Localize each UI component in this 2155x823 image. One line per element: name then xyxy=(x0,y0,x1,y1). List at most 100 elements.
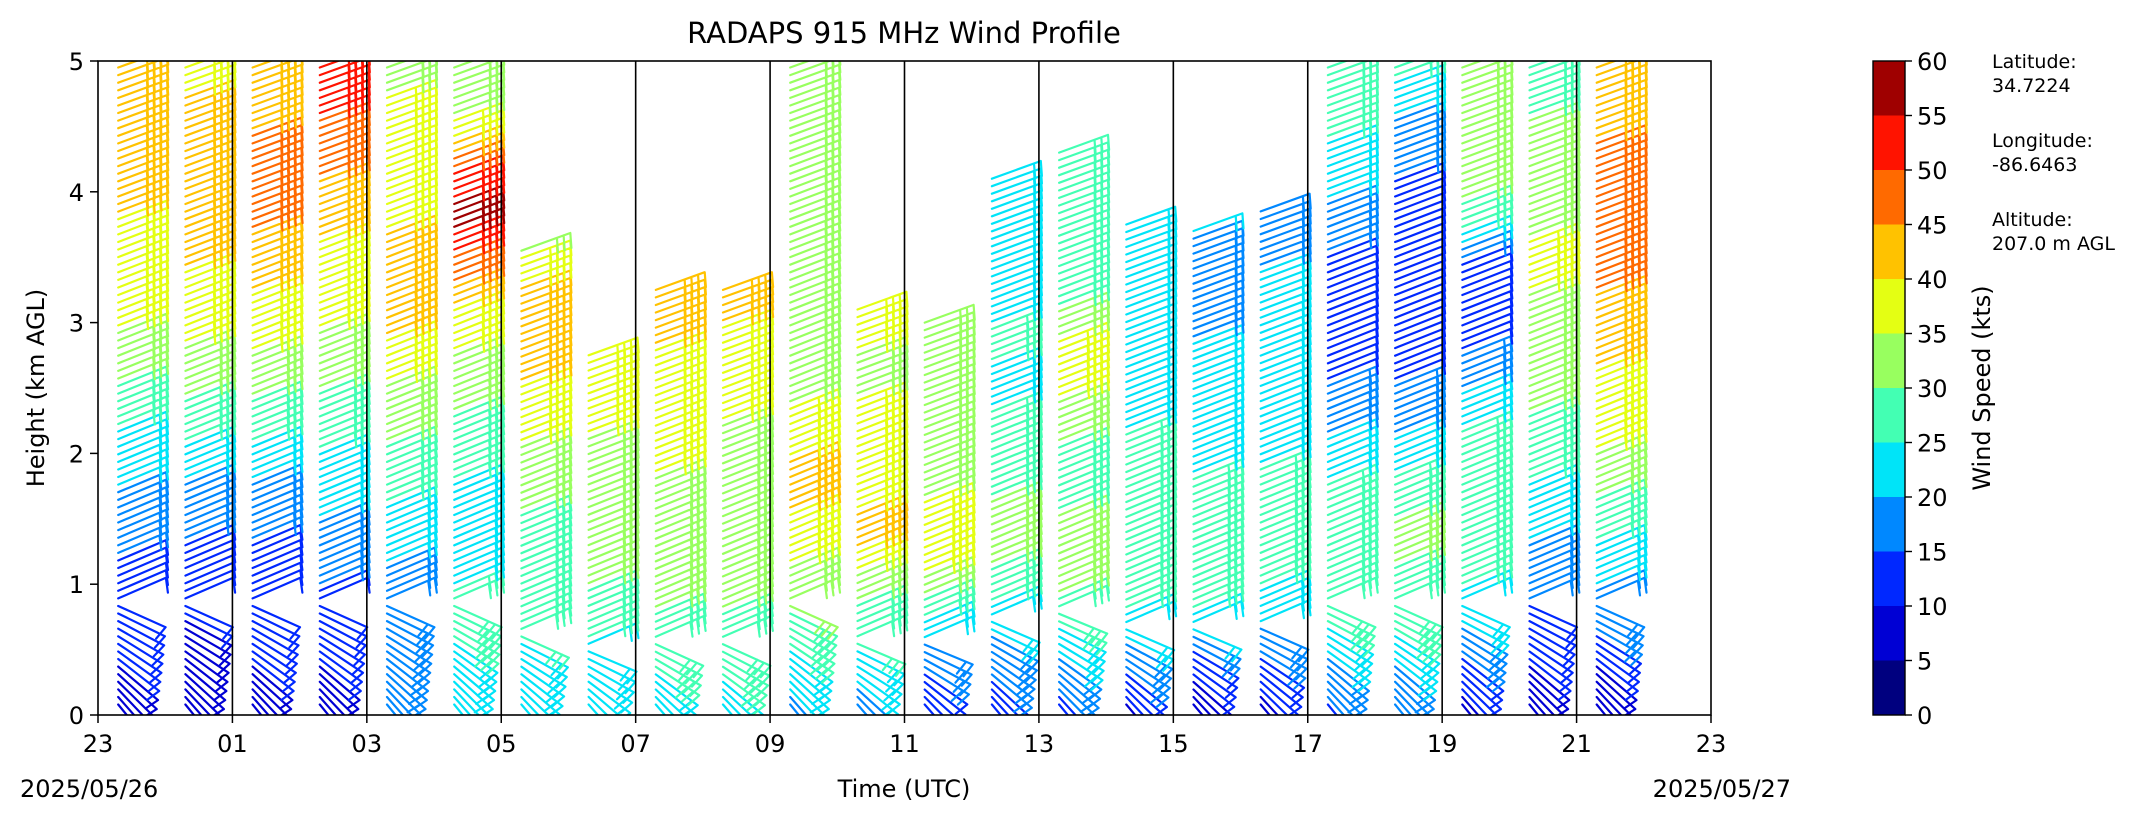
wind-barb xyxy=(1259,665,1304,708)
wind-barb xyxy=(117,612,166,649)
wind-barb xyxy=(1595,635,1642,675)
colorbar-tick-label: 45 xyxy=(1917,212,1948,240)
wind-barb xyxy=(654,695,675,715)
wind-profile xyxy=(856,290,909,715)
wind-barb xyxy=(789,703,801,715)
y-tick-label: 4 xyxy=(69,179,84,207)
wind-barb xyxy=(117,665,160,710)
wind-barb xyxy=(721,688,753,715)
colorbar-bin xyxy=(1873,115,1905,170)
wind-barb xyxy=(318,695,338,715)
wind-barb xyxy=(251,657,295,701)
wind-barb xyxy=(385,688,413,715)
date-end-label: 2025/05/27 xyxy=(1653,775,1791,803)
wind-barb xyxy=(1259,192,1312,213)
wind-barb xyxy=(1461,635,1508,675)
longitude-label: Longitude: xyxy=(1992,130,2093,152)
wind-barb xyxy=(318,673,360,715)
wind-barb xyxy=(251,620,300,658)
wind-profile xyxy=(453,61,506,715)
wind-barb xyxy=(721,658,770,697)
wind-barb xyxy=(923,658,972,697)
wind-barb xyxy=(1058,612,1109,647)
wind-barb xyxy=(1595,650,1640,693)
wind-barb xyxy=(923,303,976,326)
wind-barb xyxy=(1394,627,1442,667)
wind-barb xyxy=(1058,688,1086,715)
wind-barb xyxy=(318,703,330,715)
wind-barb xyxy=(1394,604,1444,640)
wind-barb xyxy=(789,695,808,715)
y-tick-label: 2 xyxy=(69,440,84,468)
wind-barb xyxy=(251,604,302,640)
wind-barb xyxy=(318,688,346,715)
wind-barb xyxy=(1326,620,1375,658)
wind-barb xyxy=(1528,627,1576,667)
colorbar-tick-label: 55 xyxy=(1917,103,1948,131)
wind-barb xyxy=(1528,612,1578,649)
wind-barb xyxy=(318,650,363,693)
wind-barb xyxy=(1461,665,1504,710)
colorbar-tick-label: 20 xyxy=(1917,484,1948,512)
x-tick-label: 21 xyxy=(1561,730,1592,758)
colorbar-tick-label: 0 xyxy=(1917,702,1932,730)
colorbar-tick-label: 15 xyxy=(1917,539,1948,567)
wind-profile xyxy=(1326,61,1379,715)
wind-barb xyxy=(1192,650,1240,690)
wind-barb xyxy=(453,612,502,649)
wind-barb xyxy=(990,635,1039,674)
x-tick-label: 09 xyxy=(755,730,786,758)
wind-barb xyxy=(117,604,167,640)
wind-barb xyxy=(1461,688,1489,715)
wind-barb xyxy=(1461,680,1498,715)
wind-barb xyxy=(1595,688,1623,715)
wind-barb xyxy=(856,688,888,715)
wind-barb xyxy=(1595,612,1645,649)
wind-barb xyxy=(117,627,165,667)
wind-barb xyxy=(856,607,909,630)
altitude-value: 207.0 m AGL xyxy=(1992,233,2115,255)
wind-barb xyxy=(1528,657,1572,701)
x-tick-label: 23 xyxy=(1696,730,1727,758)
wind-barb xyxy=(251,642,297,684)
wind-profile xyxy=(318,61,371,715)
colorbar-tick-label: 50 xyxy=(1917,157,1948,185)
y-tick-label: 0 xyxy=(69,702,84,730)
wind-profile xyxy=(990,159,1043,715)
chart-title: RADAPS 915 MHz Wind Profile xyxy=(687,16,1121,50)
wind-barb xyxy=(1326,612,1376,649)
wind-barb xyxy=(1125,635,1175,672)
wind-barb xyxy=(1125,650,1173,690)
wind-barb xyxy=(117,680,154,715)
wind-barb xyxy=(117,673,158,715)
wind-barb xyxy=(789,688,817,715)
wind-barb xyxy=(318,680,356,715)
wind-barb xyxy=(1125,695,1145,715)
wind-barb xyxy=(990,703,1003,715)
wind-barb xyxy=(453,627,501,667)
wind-barb xyxy=(1259,650,1307,690)
wind-barb xyxy=(184,627,232,667)
wind-barb xyxy=(1528,673,1570,715)
wind-barb xyxy=(385,604,436,640)
wind-barb xyxy=(721,650,771,688)
wind-profile xyxy=(385,61,439,715)
wind-barb xyxy=(721,695,742,715)
wind-barb xyxy=(1058,620,1108,656)
wind-barb xyxy=(789,627,837,667)
wind-barb xyxy=(923,673,969,715)
wind-barb xyxy=(654,643,705,679)
y-axis: 0 1 2 3 4 5 xyxy=(69,48,98,730)
wind-barb xyxy=(789,612,839,649)
wind-barb xyxy=(654,665,701,707)
date-start-label: 2025/05/26 xyxy=(20,775,158,803)
wind-barb xyxy=(1058,627,1107,665)
colorbar-bin xyxy=(1873,660,1905,715)
wind-barb xyxy=(117,688,145,715)
wind-barb xyxy=(251,703,263,715)
wind-barb xyxy=(1259,695,1279,715)
wind-barb xyxy=(184,657,228,701)
wind-barb xyxy=(318,657,362,701)
wind-barbs xyxy=(117,61,1648,715)
